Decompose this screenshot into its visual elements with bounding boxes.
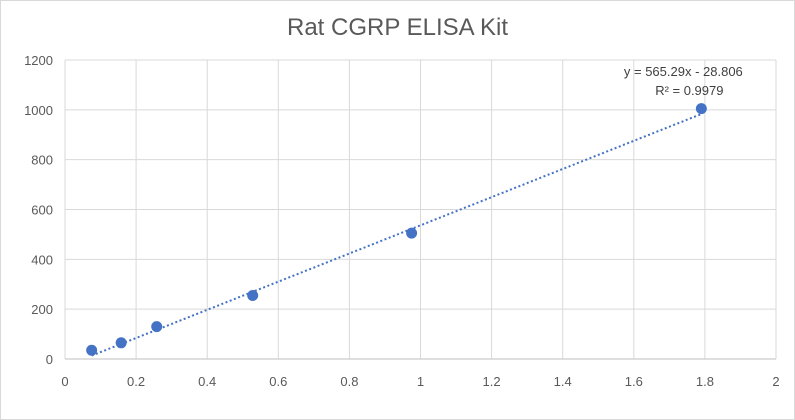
data-point bbox=[695, 103, 707, 115]
trendline bbox=[91, 113, 702, 357]
y-tick-label: 1200 bbox=[24, 53, 53, 68]
chart-title: Rat CGRP ELISA Kit bbox=[287, 14, 508, 41]
x-tick-label: 1.8 bbox=[696, 374, 714, 389]
x-tick-label: 0 bbox=[61, 374, 68, 389]
y-tick-label: 600 bbox=[31, 203, 53, 218]
x-tick-label: 1.4 bbox=[554, 374, 572, 389]
trendline-equation: y = 565.29x - 28.806 bbox=[624, 64, 743, 79]
data-point bbox=[247, 289, 259, 301]
x-tick-label: 1.6 bbox=[625, 374, 643, 389]
x-tick-label: 0.8 bbox=[340, 374, 358, 389]
data-point bbox=[151, 321, 163, 333]
y-tick-label: 0 bbox=[46, 352, 53, 367]
x-tick-label: 2 bbox=[772, 374, 779, 389]
trendline-group bbox=[91, 113, 702, 357]
y-tick-label: 200 bbox=[31, 302, 53, 317]
y-tick-label: 400 bbox=[31, 252, 53, 267]
gridlines bbox=[65, 59, 777, 359]
x-tick-labels: 0 0.2 0.4 0.6 0.8 1 1.2 1.4 1.6 1.8 2 bbox=[61, 374, 779, 389]
y-tick-label: 800 bbox=[31, 153, 53, 168]
x-tick-label: 0.2 bbox=[127, 374, 145, 389]
trendline-r2: R² = 0.9979 bbox=[655, 83, 723, 98]
y-tick-labels: 0 200 400 600 800 1000 1200 bbox=[24, 53, 53, 367]
data-points bbox=[86, 103, 707, 356]
data-point bbox=[86, 344, 98, 356]
x-tick-label: 1 bbox=[417, 374, 424, 389]
x-tick-label: 1.2 bbox=[483, 374, 501, 389]
data-point bbox=[406, 227, 418, 239]
data-point bbox=[115, 337, 127, 349]
x-tick-label: 0.6 bbox=[269, 374, 287, 389]
x-tick-label: 0.4 bbox=[198, 374, 216, 389]
y-tick-label: 1000 bbox=[24, 103, 53, 118]
axes bbox=[64, 60, 776, 360]
